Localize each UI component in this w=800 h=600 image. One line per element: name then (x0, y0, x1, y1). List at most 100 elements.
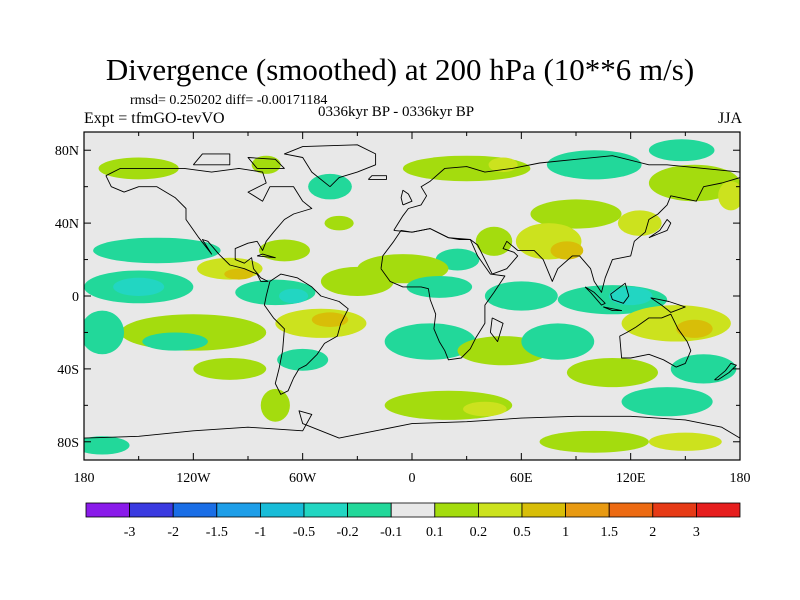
x-tick-label: 120E (616, 471, 646, 486)
x-tick-label: 120W (176, 471, 211, 486)
colorbar-swatch (477, 502, 523, 518)
colorbar-label: 1 (562, 525, 569, 540)
x-tick-label: 60E (510, 471, 533, 486)
contour-region (676, 319, 713, 338)
contour-region (648, 139, 715, 162)
contour-region (608, 286, 653, 306)
contour-region (311, 312, 349, 327)
colorbar-label: -1 (255, 525, 267, 540)
contour-fields (84, 139, 740, 455)
colorbar-swatch (129, 502, 174, 518)
x-tick-label: 0 (409, 471, 416, 486)
colorbar-swatch (85, 502, 130, 518)
coastline (283, 144, 377, 188)
coastline (619, 313, 692, 368)
colorbar-swatch (172, 502, 218, 518)
colorbar-swatch (652, 502, 697, 518)
coastline (489, 317, 504, 343)
colorbar-swatch (390, 502, 436, 518)
contour-region (193, 357, 267, 380)
colorbar-swatch (565, 502, 610, 518)
contour-region (84, 436, 130, 455)
contour-region (648, 164, 740, 202)
colorbar-label: -1.5 (206, 525, 228, 540)
coastline (192, 153, 231, 166)
colorbar-label: 2 (649, 525, 656, 540)
contour-region (84, 310, 125, 355)
colorbar-label: -2 (167, 525, 179, 540)
contour-region (277, 348, 329, 371)
coastline (380, 228, 506, 361)
y-tick-label: 80S (57, 436, 79, 451)
contour-region (521, 323, 595, 360)
map-plot (83, 131, 741, 461)
contour-region (260, 388, 290, 422)
contour-region (718, 181, 740, 211)
contour-region (484, 281, 558, 311)
coastline (367, 175, 387, 180)
y-tick-label: 40N (55, 217, 79, 232)
contour-region (546, 150, 642, 180)
contour-region (278, 288, 309, 304)
colorbar-swatch (259, 502, 305, 518)
coastline (256, 253, 276, 259)
colorbar-label: -3 (124, 525, 136, 540)
coastline (650, 297, 686, 313)
coastline (247, 157, 285, 169)
stats-text: rmsd= 0.250202 diff= -0.00171184 (130, 93, 328, 108)
coastline (105, 167, 313, 282)
contour-region (113, 277, 165, 296)
contour-region (320, 266, 394, 296)
y-tick-label: 40S (57, 363, 79, 378)
colorbar-swatch (347, 502, 392, 518)
colorbar-label: -0.2 (337, 525, 359, 540)
contour-region (550, 241, 584, 260)
coastline (648, 219, 672, 239)
x-tick-label: 180 (74, 471, 95, 486)
colorbar-swatch (608, 502, 654, 518)
contour-region (324, 215, 354, 231)
contour-region (648, 432, 722, 451)
contour-region (617, 210, 662, 236)
contour-region (406, 275, 473, 298)
colorbar-label: 1.5 (600, 525, 618, 540)
contour-region (463, 401, 507, 417)
colorbar-label: 3 (693, 525, 700, 540)
colorbar-swatch (696, 502, 741, 518)
contour-region (224, 268, 254, 280)
season-label: JJA (717, 110, 742, 127)
coastline (84, 410, 740, 439)
experiment-label: Expt = tfmGO-tevVO (84, 110, 225, 127)
coastlines (84, 144, 740, 439)
colorbar-label: -0.1 (380, 525, 402, 540)
x-tick-label: 180 (730, 471, 751, 486)
contour-region (670, 354, 737, 384)
colorbar-swatch (521, 502, 566, 518)
contour-region (142, 332, 208, 351)
colorbar-label: -0.5 (293, 525, 315, 540)
coastline (603, 306, 623, 312)
contour-region (530, 199, 622, 229)
coastline (400, 189, 413, 206)
period-label: 0336kyr BP - 0336kyr BP (318, 104, 475, 120)
coastline (610, 282, 630, 304)
colorbar-label: 0.5 (513, 525, 531, 540)
colorbar-label: 0.2 (470, 525, 488, 540)
y-tick-label: 80N (55, 144, 79, 159)
colorbar: -3 -2 -1.5 -1 -0.5 -0.2 -0.1 0.1 0.2 0.5 1 1.5 2 3 (85, 502, 741, 540)
colorbar-swatch (216, 502, 261, 518)
contour-region (258, 239, 310, 262)
coastline (584, 286, 606, 306)
contour-region (251, 155, 281, 174)
coastline (393, 155, 740, 293)
colorbar-swatch (303, 502, 348, 518)
contour-region (621, 387, 713, 417)
chart-title: Divergence (smoothed) at 200 hPa (10**6 … (105, 52, 695, 87)
coastline (714, 362, 737, 381)
contour-region (384, 323, 476, 360)
contour-region (93, 237, 221, 264)
x-tick-label: 60W (289, 471, 317, 486)
contour-region (566, 357, 658, 388)
coastline (263, 273, 349, 395)
contour-region (539, 430, 649, 453)
